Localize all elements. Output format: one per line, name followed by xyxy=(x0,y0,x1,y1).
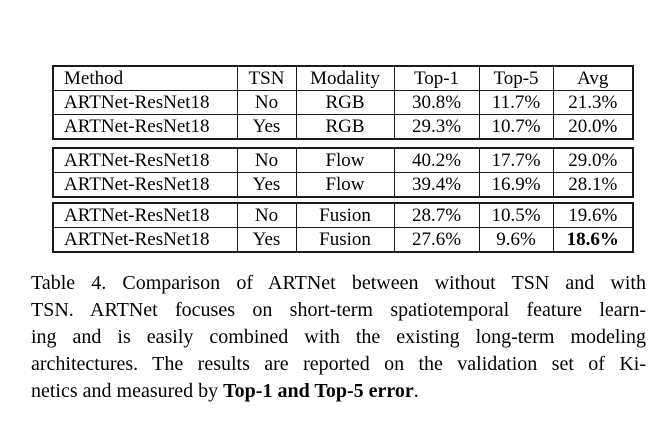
cell-top1: 27.6% xyxy=(393,227,480,253)
cell-top1: 30.8% xyxy=(393,90,480,115)
table-row: ARTNet-ResNet18 Yes RGB 29.3% 10.7% 20.0… xyxy=(52,114,634,140)
cell-modality: Fusion xyxy=(295,227,395,253)
cell-method: ARTNet-ResNet18 xyxy=(52,202,238,228)
cell-modality: Flow xyxy=(295,172,395,198)
cell-avg: 29.0% xyxy=(552,147,634,173)
table-row: ARTNet-ResNet18 No RGB 30.8% 11.7% 21.3% xyxy=(52,90,634,115)
cell-top1: 28.7% xyxy=(393,202,480,228)
header-cell-tsn: TSN xyxy=(236,65,297,91)
table-header-row: Method TSN Modality Top-1 Top-5 Avg xyxy=(52,65,634,91)
cell-top5: 16.9% xyxy=(478,172,554,198)
caption-line-1: Table 4. Comparison of ARTNet between wi… xyxy=(31,272,646,294)
cell-top5: 10.5% xyxy=(478,202,554,228)
cell-avg: 28.1% xyxy=(552,172,634,198)
caption-text-bold-metrics: Top-1 and Top-5 error xyxy=(223,380,414,402)
cell-avg: 19.6% xyxy=(552,202,634,228)
cell-method: ARTNet-ResNet18 xyxy=(52,90,238,115)
cell-top5: 9.6% xyxy=(478,227,554,253)
cell-top5: 17.7% xyxy=(478,147,554,173)
cell-tsn: Yes xyxy=(236,227,297,253)
cell-top5: 11.7% xyxy=(478,90,554,115)
table-caption: Table 4. Comparison of ARTNet between wi… xyxy=(31,270,646,405)
table-row: ARTNet-ResNet18 No Flow 40.2% 17.7% 29.0… xyxy=(52,147,634,173)
cell-modality: Flow xyxy=(295,147,395,173)
cell-top1: 39.4% xyxy=(393,172,480,198)
cell-method: ARTNet-ResNet18 xyxy=(52,172,238,198)
header-cell-avg: Avg xyxy=(552,65,634,91)
header-cell-modality: Modality xyxy=(295,65,395,91)
cell-tsn: No xyxy=(236,202,297,228)
caption-text-period: . xyxy=(413,380,419,402)
cell-method: ARTNet-ResNet18 xyxy=(52,227,238,253)
cell-top5: 10.7% xyxy=(478,114,554,140)
header-cell-method: Method xyxy=(52,65,238,91)
cell-top1: 29.3% xyxy=(393,114,480,140)
cell-method: ARTNet-ResNet18 xyxy=(52,147,238,173)
caption-line-2: TSN. ARTNet focuses on short-term spatio… xyxy=(31,299,646,321)
caption-line-4: architectures. The results are reported … xyxy=(31,353,646,375)
cell-tsn: No xyxy=(236,90,297,115)
cell-modality: RGB xyxy=(295,114,395,140)
cell-modality: RGB xyxy=(295,90,395,115)
results-table-group-fusion: ARTNet-ResNet18 No Fusion 28.7% 10.5% 19… xyxy=(52,202,634,253)
cell-top1: 40.2% xyxy=(393,147,480,173)
caption-line-5: netics and measured by Top-1 and Top-5 e… xyxy=(31,378,646,405)
caption-text-normal: netics and measured by xyxy=(31,380,224,402)
table-row: ARTNet-ResNet18 Yes Flow 39.4% 16.9% 28.… xyxy=(52,172,634,198)
cell-avg: 21.3% xyxy=(552,90,634,115)
cell-avg: 18.6% xyxy=(552,227,634,253)
cell-method: ARTNet-ResNet18 xyxy=(52,114,238,140)
caption-line-3: ing and is easily combined with the exis… xyxy=(31,326,646,348)
header-cell-top1: Top-1 xyxy=(393,65,480,91)
table-row: ARTNet-ResNet18 No Fusion 28.7% 10.5% 19… xyxy=(52,202,634,228)
cell-tsn: No xyxy=(236,147,297,173)
cell-tsn: Yes xyxy=(236,172,297,198)
table-row: ARTNet-ResNet18 Yes Fusion 27.6% 9.6% 18… xyxy=(52,227,634,253)
cell-modality: Fusion xyxy=(295,202,395,228)
cell-avg: 20.0% xyxy=(552,114,634,140)
header-cell-top5: Top-5 xyxy=(478,65,554,91)
results-table-group-rgb: Method TSN Modality Top-1 Top-5 Avg ARTN… xyxy=(52,65,634,140)
cell-tsn: Yes xyxy=(236,114,297,140)
results-table-group-flow: ARTNet-ResNet18 No Flow 40.2% 17.7% 29.0… xyxy=(52,147,634,198)
